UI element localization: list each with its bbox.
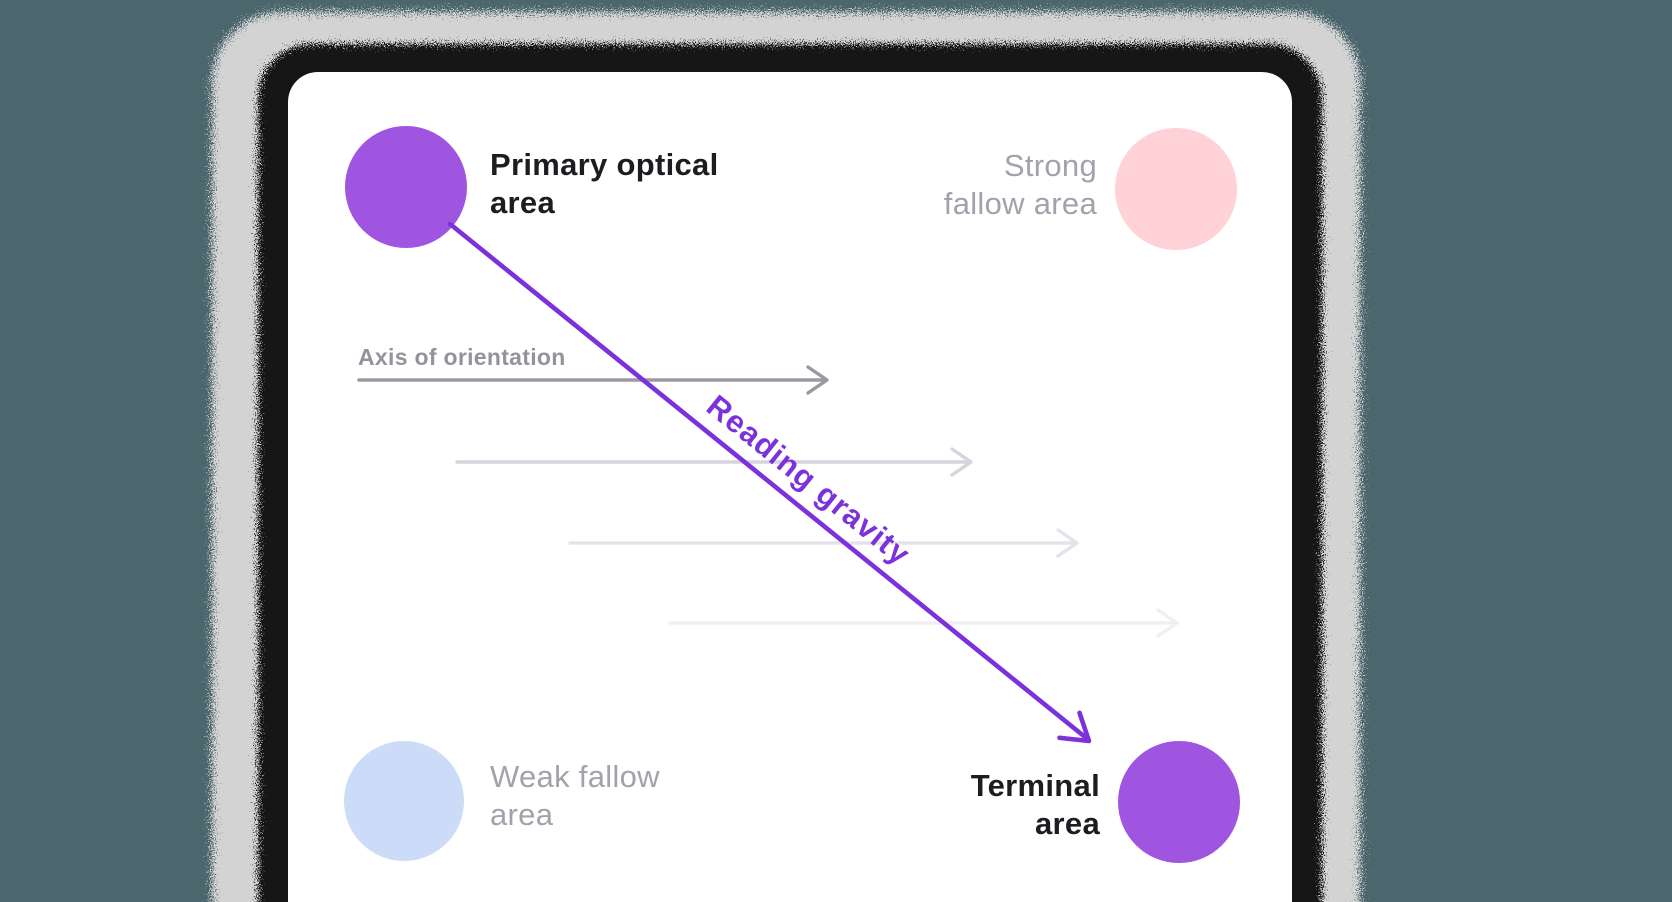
axis-arrow-1 [357,365,829,395]
white-card [288,72,1292,902]
strong-fallow-label: Strong fallow area [943,148,1097,221]
axis-of-orientation-label: Axis of orientation [358,344,566,370]
strong-fallow-circle [1115,128,1237,250]
axis-arrow-4 [668,608,1179,638]
weak-fallow-circle [344,741,464,861]
axis-arrow-2 [455,447,973,477]
primary-optical-label: Primary optical area [490,147,719,220]
primary-optical-circle [345,126,467,248]
axis-arrow-3 [568,528,1079,558]
terminal-circle [1118,741,1240,863]
weak-fallow-label: Weak fallow area [490,759,660,832]
reading-gravity-arrow [447,221,1092,744]
terminal-area-label: Terminal area [970,768,1100,841]
